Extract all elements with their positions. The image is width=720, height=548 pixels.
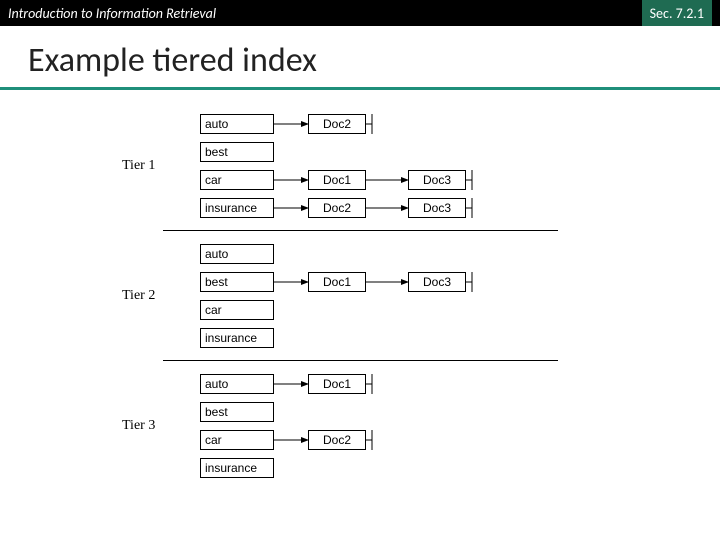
term-box: car	[200, 300, 274, 320]
term-box: insurance	[200, 458, 274, 478]
header-section-ref: Sec. 7.2.1	[642, 0, 712, 26]
tiered-index-diagram: Tier 1 auto Doc2 best car Doc1 Doc3 insurance Do…	[0, 98, 720, 548]
doc-box: Doc3	[408, 272, 466, 292]
term-box: insurance	[200, 328, 274, 348]
tier-label: Tier 1	[122, 158, 155, 174]
header-left-text: Introduction to Information Retrieval	[8, 5, 216, 22]
tier-divider	[163, 230, 558, 231]
term-box: car	[200, 170, 274, 190]
term-box: best	[200, 272, 274, 292]
term-box: car	[200, 430, 274, 450]
tier-label: Tier 2	[122, 288, 155, 304]
doc-box: Doc2	[308, 114, 366, 134]
tier-divider	[163, 360, 558, 361]
header-bar: Introduction to Information Retrieval Se…	[0, 0, 720, 26]
term-box: auto	[200, 244, 274, 264]
term-box: insurance	[200, 198, 274, 218]
doc-box: Doc3	[408, 170, 466, 190]
arrow-layer	[0, 98, 720, 548]
doc-box: Doc3	[408, 198, 466, 218]
doc-box: Doc2	[308, 430, 366, 450]
doc-box: Doc2	[308, 198, 366, 218]
term-box: best	[200, 402, 274, 422]
doc-box: Doc1	[308, 374, 366, 394]
title-underline	[0, 87, 720, 90]
term-box: auto	[200, 374, 274, 394]
term-box: best	[200, 142, 274, 162]
doc-box: Doc1	[308, 272, 366, 292]
term-box: auto	[200, 114, 274, 134]
doc-box: Doc1	[308, 170, 366, 190]
tier-label: Tier 3	[122, 418, 155, 434]
slide-title: Example tiered index	[0, 26, 720, 87]
